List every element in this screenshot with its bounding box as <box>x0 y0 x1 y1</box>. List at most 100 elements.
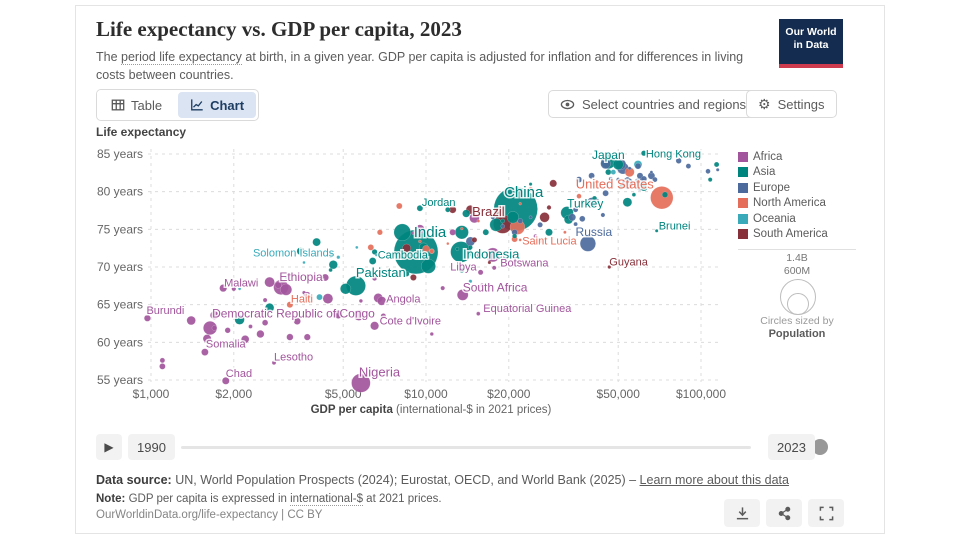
data-point[interactable] <box>248 324 253 329</box>
data-point[interactable] <box>462 209 471 218</box>
data-point[interactable] <box>500 224 505 229</box>
legend-item[interactable]: Asia <box>738 165 828 181</box>
data-point[interactable] <box>450 241 472 263</box>
data-point[interactable] <box>485 247 501 263</box>
data-point[interactable] <box>449 228 457 236</box>
data-point[interactable] <box>403 270 410 277</box>
data-point[interactable] <box>460 226 464 231</box>
data-point[interactable] <box>549 179 558 188</box>
data-point[interactable] <box>202 334 212 343</box>
timeline-track[interactable] <box>181 446 751 449</box>
data-point[interactable] <box>209 310 219 320</box>
data-point[interactable] <box>631 192 637 197</box>
data-point[interactable] <box>517 218 524 224</box>
data-point[interactable] <box>579 199 585 205</box>
data-point[interactable] <box>376 229 383 236</box>
data-point[interactable] <box>477 269 484 276</box>
data-point[interactable] <box>639 182 649 192</box>
data-point[interactable] <box>563 230 567 235</box>
data-point[interactable] <box>600 212 606 218</box>
data-point[interactable] <box>624 176 631 183</box>
data-point[interactable] <box>262 297 268 303</box>
data-point[interactable] <box>579 235 596 252</box>
data-point[interactable] <box>440 285 446 291</box>
data-point[interactable] <box>446 242 450 246</box>
data-point[interactable] <box>591 195 598 202</box>
data-point[interactable] <box>579 215 586 222</box>
data-point[interactable] <box>479 282 485 288</box>
data-point[interactable] <box>371 248 378 255</box>
timeline-handle[interactable] <box>812 439 828 455</box>
data-point[interactable] <box>264 303 275 313</box>
data-point[interactable] <box>455 246 460 251</box>
data-point[interactable] <box>420 258 436 274</box>
data-point[interactable] <box>224 327 231 334</box>
data-point[interactable] <box>445 206 451 213</box>
data-point[interactable] <box>296 247 305 256</box>
play-button[interactable]: ▶ <box>96 434 122 460</box>
data-point[interactable] <box>368 257 377 265</box>
data-point[interactable] <box>469 212 480 224</box>
data-point[interactable] <box>358 298 363 303</box>
data-point[interactable] <box>336 255 341 260</box>
data-point[interactable] <box>527 186 534 193</box>
data-point[interactable] <box>333 310 343 319</box>
data-point[interactable] <box>393 223 411 241</box>
data-point[interactable] <box>528 182 533 186</box>
data-point[interactable] <box>467 244 473 250</box>
timeline-end-year[interactable]: 2023 <box>768 434 815 460</box>
data-point[interactable] <box>159 363 166 370</box>
data-point[interactable] <box>261 319 269 326</box>
data-point[interactable] <box>411 231 416 235</box>
data-point[interactable] <box>237 287 242 291</box>
data-point[interactable] <box>458 267 465 273</box>
data-point[interactable] <box>649 170 654 174</box>
data-point[interactable] <box>575 176 583 183</box>
download-button[interactable] <box>724 499 760 527</box>
data-point[interactable] <box>595 198 600 203</box>
data-point[interactable] <box>303 333 311 341</box>
data-point[interactable] <box>568 213 577 222</box>
data-point[interactable] <box>328 260 338 270</box>
data-point[interactable] <box>482 229 490 236</box>
data-point[interactable] <box>396 202 403 210</box>
data-point[interactable] <box>322 293 334 304</box>
data-point[interactable] <box>600 158 611 170</box>
data-point[interactable] <box>280 283 293 296</box>
data-point[interactable] <box>494 206 505 218</box>
data-point[interactable] <box>476 311 481 316</box>
data-point[interactable] <box>602 189 609 197</box>
data-point[interactable] <box>321 273 329 282</box>
data-point[interactable] <box>355 245 359 250</box>
fullscreen-button[interactable] <box>808 499 844 527</box>
data-point[interactable] <box>468 279 473 284</box>
timeline-start-year[interactable]: 1990 <box>128 434 175 460</box>
data-point[interactable] <box>456 289 469 301</box>
data-point[interactable] <box>512 233 518 239</box>
data-point[interactable] <box>487 260 492 265</box>
data-point[interactable] <box>576 193 582 199</box>
data-point[interactable] <box>143 314 151 322</box>
data-point[interactable] <box>537 221 543 228</box>
data-point[interactable] <box>715 167 720 172</box>
data-point[interactable] <box>627 166 632 171</box>
data-point[interactable] <box>231 286 237 292</box>
data-point[interactable] <box>707 177 713 182</box>
data-point[interactable] <box>402 243 412 253</box>
data-point[interactable] <box>351 373 371 393</box>
data-point[interactable] <box>340 283 352 295</box>
data-point[interactable] <box>528 215 533 220</box>
data-point[interactable] <box>612 159 624 170</box>
data-point[interactable] <box>353 309 365 321</box>
data-point[interactable] <box>416 204 424 212</box>
data-point[interactable] <box>608 176 614 182</box>
data-point[interactable] <box>618 184 624 190</box>
data-point[interactable] <box>377 296 387 306</box>
data-point[interactable] <box>500 218 506 224</box>
data-point[interactable] <box>686 150 691 155</box>
tab-chart[interactable]: Chart <box>178 92 257 118</box>
data-point[interactable] <box>415 224 425 235</box>
data-point[interactable] <box>675 157 682 164</box>
data-point[interactable] <box>650 186 674 210</box>
tab-table[interactable]: Table <box>97 90 177 120</box>
